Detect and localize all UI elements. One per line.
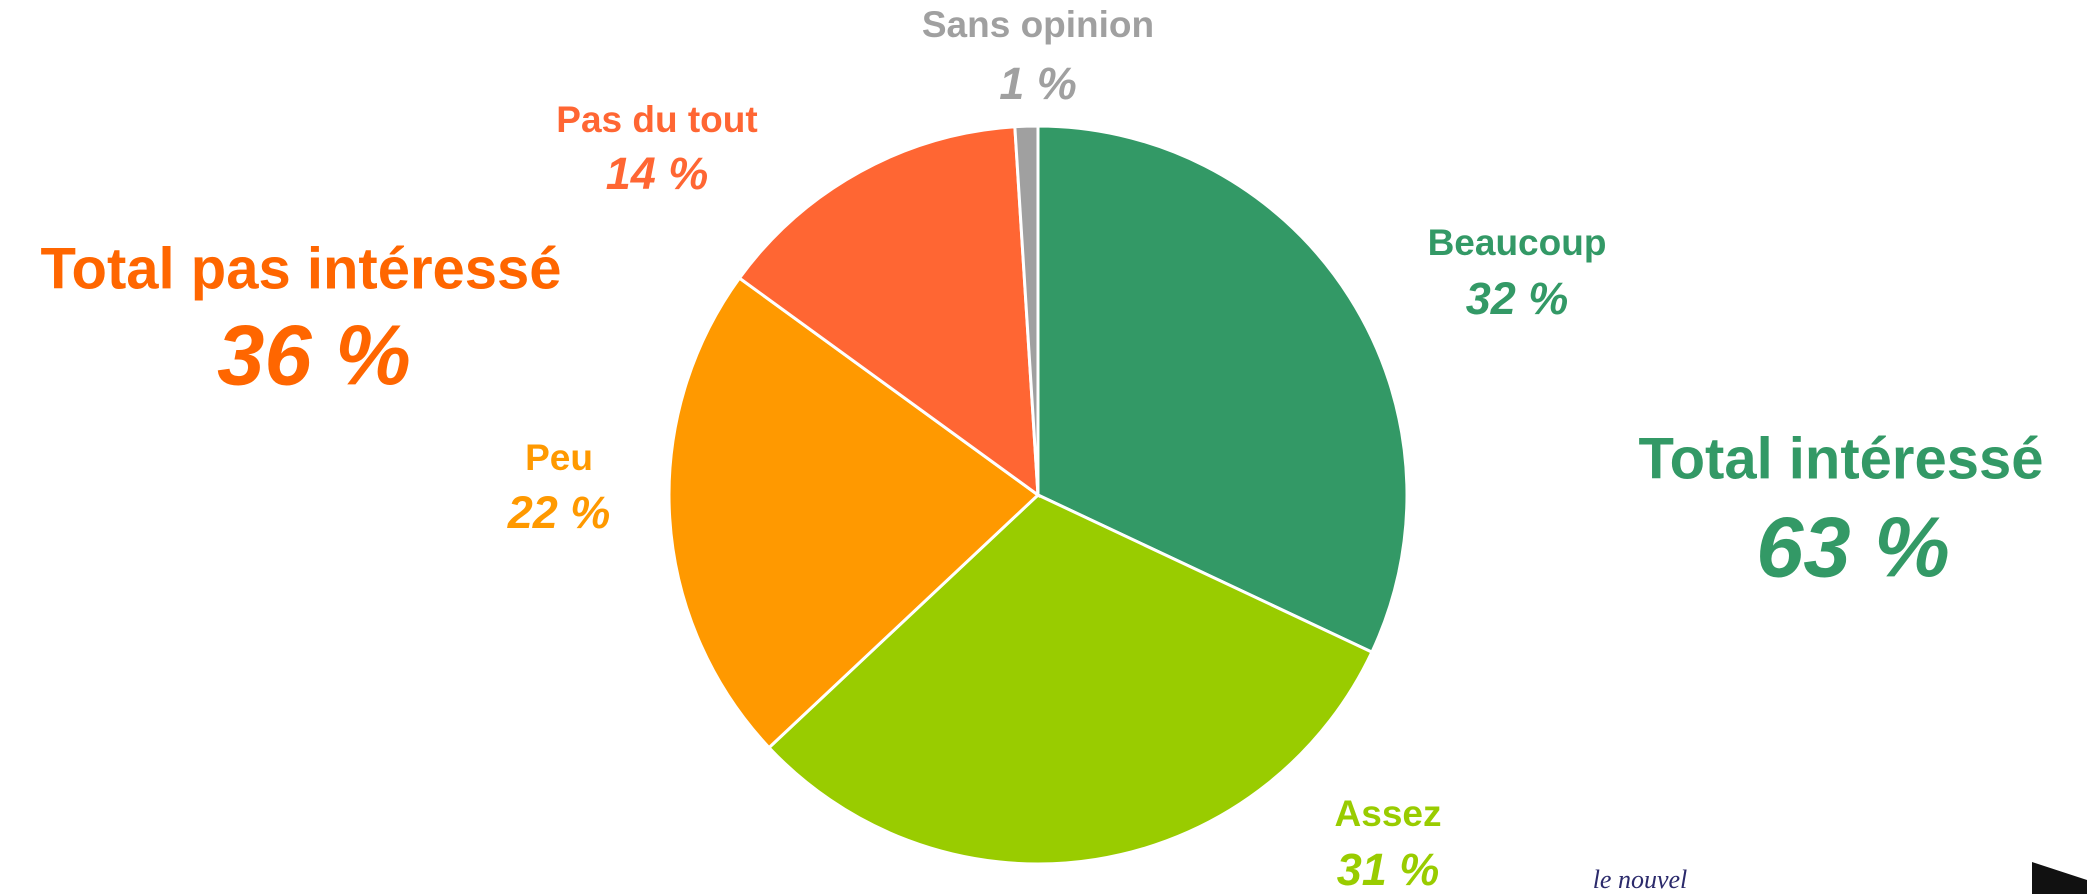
pie-slice <box>737 125 1040 499</box>
slice-value-label: 1 % <box>999 58 1077 109</box>
slice-value-label: 22 % <box>507 487 611 538</box>
logo-text: le nouvel <box>1593 865 1688 894</box>
total-value: 36 % <box>217 308 411 403</box>
slice-name: Peu <box>525 437 593 478</box>
pie-slice <box>1036 124 1409 655</box>
total-value: 63 % <box>1756 500 1950 595</box>
total-name: Total intéressé <box>1638 426 2043 491</box>
slice-name: Pas du tout <box>556 99 757 140</box>
slice-name: Beaucoup <box>1428 222 1607 263</box>
slice-value-label: 31 % <box>1337 844 1440 894</box>
pie-slice <box>766 493 1374 866</box>
slice-value-label: 32 % <box>1466 273 1569 324</box>
pie-slice <box>667 276 1041 750</box>
pie-slice <box>1013 124 1040 496</box>
logo-shape <box>2032 862 2087 894</box>
slice-name: Assez <box>1335 793 1442 834</box>
slice-name: Sans opinion <box>922 4 1154 45</box>
slice-value-label: 14 % <box>606 148 709 199</box>
total-name: Total pas intéressé <box>40 236 561 301</box>
